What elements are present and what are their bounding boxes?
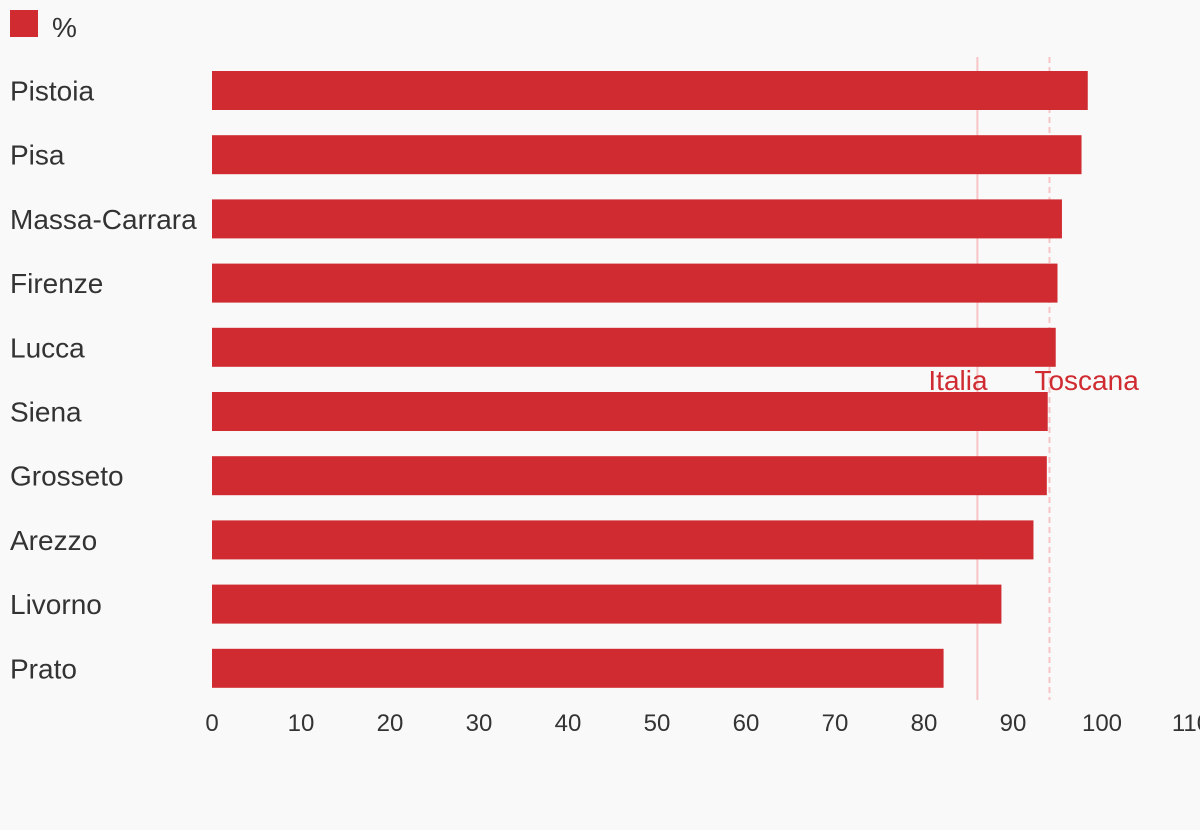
category-label: Firenze	[10, 268, 103, 299]
bar-siena	[212, 392, 1048, 431]
category-label: Siena	[10, 397, 82, 428]
reference-labels: Italia Toscana	[928, 365, 1139, 396]
bars	[212, 71, 1088, 688]
bar-grosseto	[212, 456, 1047, 496]
x-axis-ticks: 0 10 20 30 40 50 60 70 80 90 100 110	[205, 710, 1200, 737]
bar-pistoia	[212, 71, 1088, 110]
category-label: Massa-Carrara	[10, 204, 197, 235]
category-label: Arezzo	[10, 525, 97, 556]
category-label: Grosseto	[10, 461, 124, 492]
bar-pisa	[212, 135, 1082, 175]
category-label: Prato	[10, 653, 77, 684]
bar-prato	[212, 648, 944, 688]
bar-livorno	[212, 584, 1002, 624]
x-tick-label: 80	[911, 710, 938, 737]
x-tick-label: 70	[822, 710, 849, 737]
x-tick-label: 110	[1172, 710, 1200, 737]
category-label: Pisa	[10, 140, 65, 171]
x-tick-label: 40	[555, 710, 582, 737]
x-tick-label: 50	[644, 710, 671, 737]
x-tick-label: 90	[1000, 710, 1027, 737]
reference-label-toscana: Toscana	[1034, 365, 1139, 396]
bar-arezzo	[212, 520, 1034, 560]
x-tick-label: 10	[288, 710, 315, 737]
bar-massa-carrara	[212, 199, 1062, 239]
legend: %	[10, 10, 77, 43]
x-tick-label: 20	[377, 710, 404, 737]
category-label: Livorno	[10, 589, 102, 620]
category-label: Pistoia	[10, 76, 94, 107]
legend-label: %	[52, 12, 77, 43]
category-labels: Pistoia Pisa Massa-Carrara Firenze Lucca Sien…	[10, 76, 197, 685]
reference-label-italia: Italia	[928, 365, 988, 396]
bar-firenze	[212, 263, 1058, 303]
x-tick-label: 30	[466, 710, 493, 737]
category-label: Lucca	[10, 332, 85, 363]
x-tick-label: 0	[205, 710, 218, 737]
x-tick-label: 100	[1082, 710, 1122, 737]
bar-lucca	[212, 327, 1056, 367]
legend-swatch	[10, 10, 38, 37]
x-tick-label: 60	[733, 710, 760, 737]
